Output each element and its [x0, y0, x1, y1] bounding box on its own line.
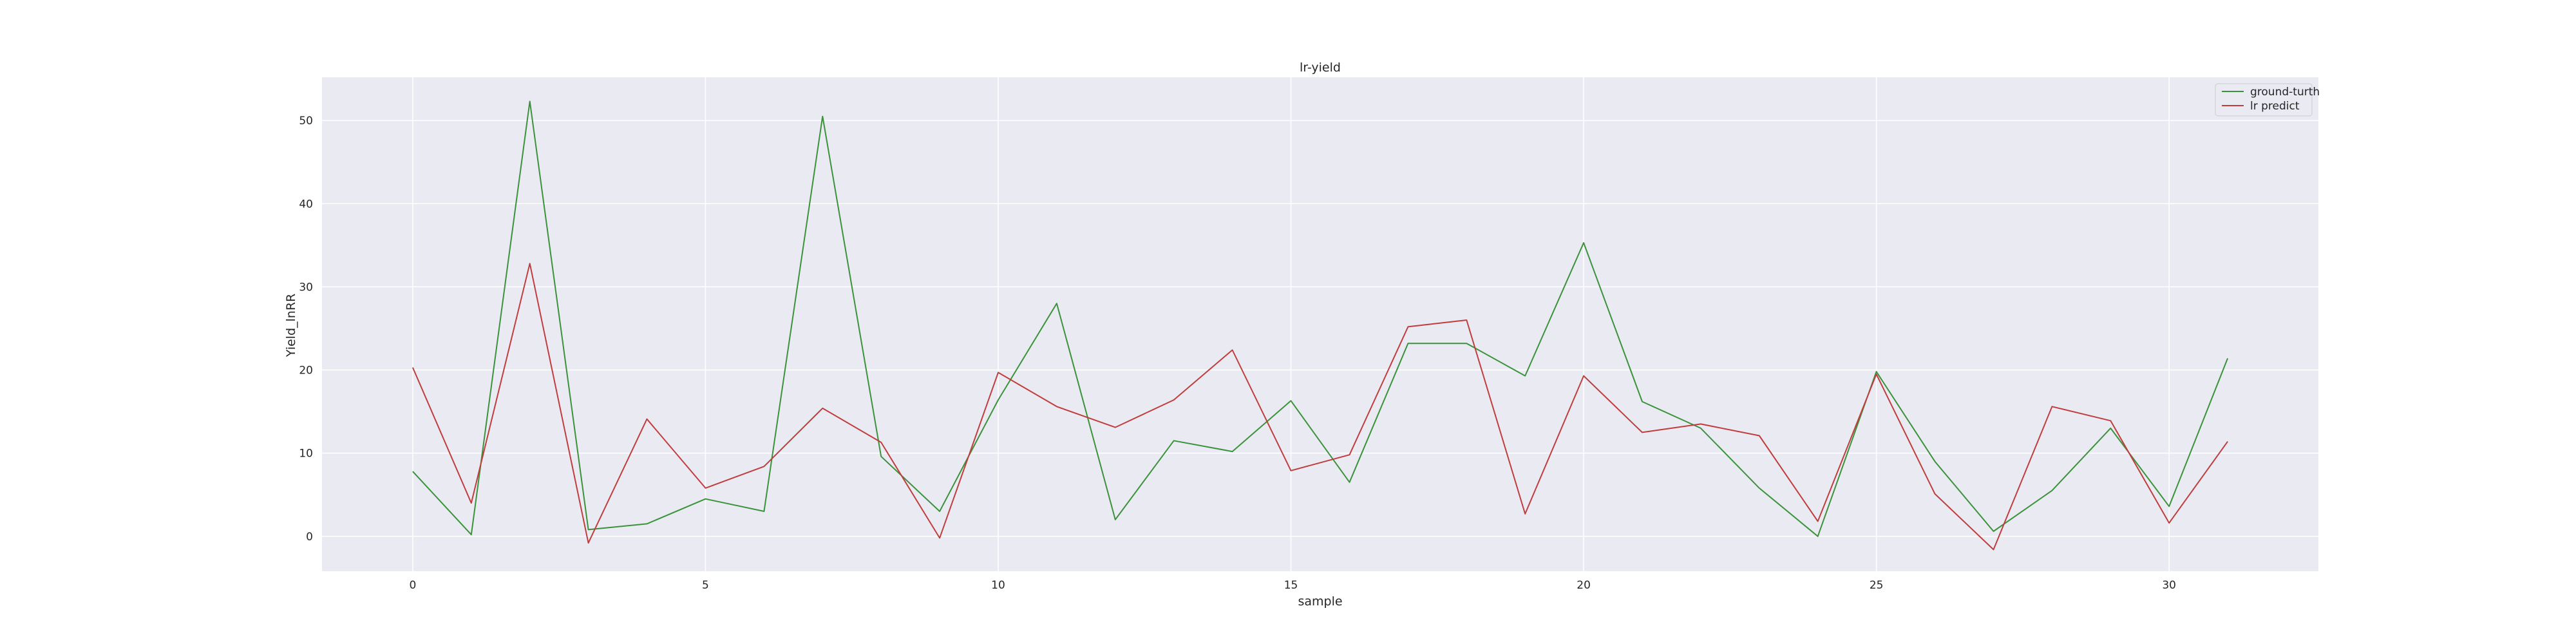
plot-area — [322, 77, 2318, 571]
x-tick-label: 20 — [1577, 579, 1591, 592]
legend: ground-turth lr predict — [2215, 83, 2320, 117]
x-tick-label: 5 — [702, 579, 709, 592]
grid-lines — [322, 77, 2318, 571]
x-tick-label: 30 — [2162, 579, 2176, 592]
y-tick-label: 20 — [299, 365, 313, 377]
legend-label-ground-turth: ground-turth — [2250, 86, 2320, 99]
x-tick-label: 10 — [991, 579, 1005, 592]
x-axis-label: sample — [1298, 594, 1342, 609]
legend-label-lr-predict: lr predict — [2250, 100, 2300, 113]
x-tick-labels: 0 5 10 15 20 25 30 — [409, 579, 2176, 592]
y-tick-label: 50 — [299, 115, 313, 128]
y-tick-labels: 0 10 20 30 40 50 — [299, 115, 313, 544]
chart-title: lr-yield — [1300, 61, 1341, 75]
y-tick-label: 30 — [299, 281, 313, 294]
y-axis-label: Yield_lnRR — [284, 294, 298, 357]
series-layer — [412, 100, 2229, 551]
series-line-ground-turth — [412, 100, 2229, 537]
x-tick-label: 15 — [1284, 579, 1298, 592]
x-tick-label: 25 — [1870, 579, 1884, 592]
series-line-lr-predict — [412, 263, 2228, 551]
y-tick-label: 10 — [299, 448, 313, 460]
y-tick-label: 0 — [306, 531, 313, 544]
y-tick-label: 40 — [299, 198, 313, 211]
x-tick-label: 0 — [409, 579, 416, 592]
